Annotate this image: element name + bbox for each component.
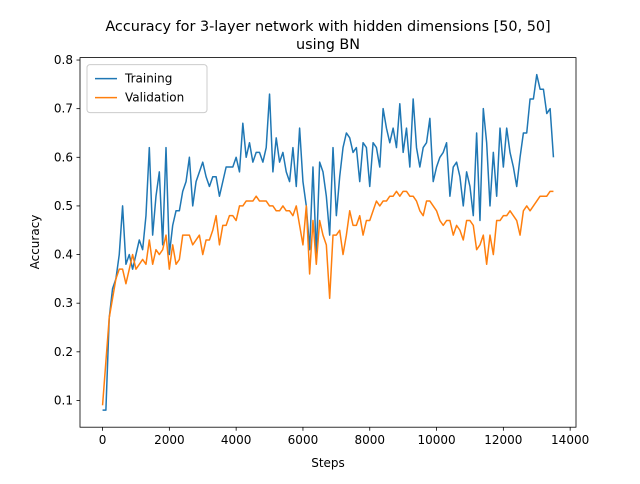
chart-title: using BN bbox=[296, 37, 360, 53]
x-tick-label: 6000 bbox=[288, 433, 319, 447]
line bbox=[101, 190, 554, 406]
x-tick-label: 8000 bbox=[354, 433, 385, 447]
plot-frame bbox=[79, 57, 577, 428]
legend-label: Training bbox=[124, 72, 172, 86]
y-tick-label: 0.1 bbox=[54, 393, 73, 407]
x-tick-label: 12000 bbox=[484, 433, 522, 447]
y-tick-label: 0.5 bbox=[54, 199, 73, 213]
y-tick-label: 0.4 bbox=[54, 248, 73, 262]
legend-box bbox=[86, 64, 208, 114]
line bbox=[102, 73, 555, 411]
x-tick-label: 10000 bbox=[417, 433, 455, 447]
y-tick-label: 0.3 bbox=[54, 296, 73, 310]
y-tick-label: 0.6 bbox=[54, 150, 73, 164]
y-tick-label: 0.2 bbox=[54, 345, 73, 359]
y-axis-label: Accuracy bbox=[28, 215, 42, 270]
chart-title: Accuracy for 3-layer network with hidden… bbox=[105, 19, 550, 35]
x-axis-label: Steps bbox=[311, 456, 345, 470]
x-tick-label: 2000 bbox=[154, 433, 185, 447]
y-tick-label: 0.8 bbox=[54, 53, 73, 67]
x-tick-label: 4000 bbox=[221, 433, 252, 447]
x-tick-label: 14000 bbox=[551, 433, 589, 447]
y-tick-label: 0.7 bbox=[54, 102, 73, 116]
x-tick-label: 0 bbox=[99, 433, 107, 447]
legend-label: Validation bbox=[125, 91, 184, 105]
